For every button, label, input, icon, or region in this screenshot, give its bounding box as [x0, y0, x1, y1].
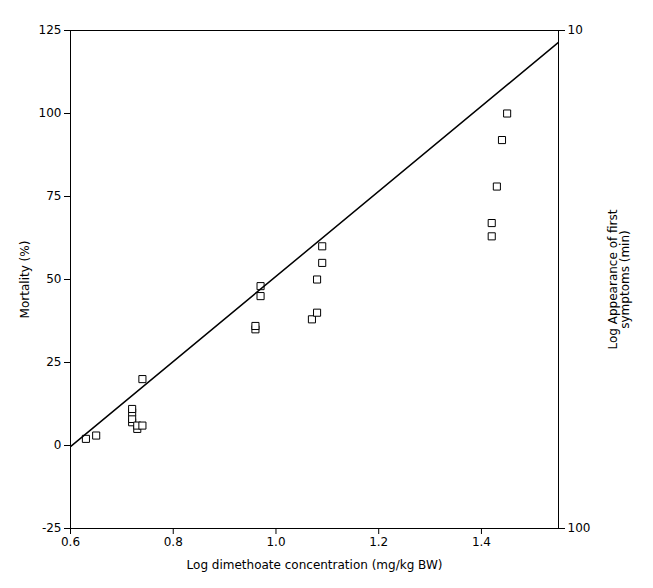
- svg-text:Mortality (%): Mortality (%): [18, 241, 32, 319]
- svg-text:1.2: 1.2: [369, 535, 388, 549]
- svg-text:100: 100: [568, 521, 591, 535]
- svg-text:25: 25: [46, 355, 61, 369]
- svg-text:125: 125: [39, 23, 62, 37]
- svg-text:1.4: 1.4: [472, 535, 491, 549]
- svg-text:0: 0: [54, 438, 62, 452]
- svg-text:100: 100: [39, 106, 62, 120]
- svg-text:0.8: 0.8: [164, 535, 183, 549]
- svg-text:Log Appearance of firstsymptom: Log Appearance of firstsymptoms (min): [606, 209, 632, 349]
- svg-text:10: 10: [568, 23, 583, 37]
- svg-text:50: 50: [46, 272, 61, 286]
- svg-text:-25: -25: [42, 521, 62, 535]
- svg-text:75: 75: [46, 189, 61, 203]
- svg-text:0.6: 0.6: [61, 535, 80, 549]
- svg-text:Log dimethoate concentration (: Log dimethoate concentration (mg/kg BW): [187, 558, 443, 572]
- svg-text:1.0: 1.0: [266, 535, 285, 549]
